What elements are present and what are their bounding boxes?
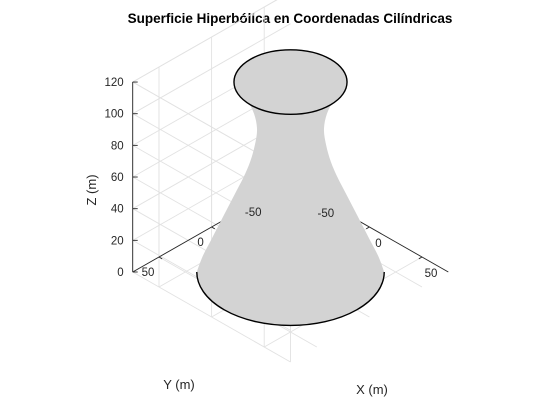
- box-top-edge: [132, 0, 278, 83]
- y-tick-label: 0: [197, 237, 203, 249]
- x-tick-label: 50: [425, 268, 438, 280]
- surface-body: [196, 82, 385, 326]
- z-tick-label: 60: [111, 172, 124, 184]
- y-axis-label: Y (m): [163, 377, 195, 392]
- x-tick-mark: [418, 256, 423, 260]
- tick-labels: -50 0 50 -50 0 50 0 20 40 60 80 100 120: [105, 77, 438, 280]
- z-tick-label: 20: [111, 235, 124, 247]
- top-rim: [233, 49, 348, 115]
- x-axis-label: X (m): [356, 382, 388, 397]
- y-tick-mark: [158, 256, 163, 260]
- y-tick-mark: [211, 226, 215, 230]
- chart-title: Superficie Hiperbólica en Coordenadas Ci…: [128, 11, 453, 26]
- x-tick-label: 0: [375, 238, 381, 250]
- y-tick-label: -50: [245, 207, 262, 219]
- hyperbolic-surface: [196, 49, 385, 327]
- x-tick-mark: [366, 226, 370, 230]
- y-tick-label: 50: [142, 267, 155, 279]
- z-tick-label: 120: [105, 77, 124, 89]
- z-axis-label: Z (m): [84, 174, 99, 205]
- z-tick-label: 100: [105, 109, 124, 121]
- x-tick-label: -50: [317, 208, 334, 220]
- z-tick-label: 80: [111, 140, 124, 152]
- base-rim: [196, 271, 385, 327]
- z-tick-label: 0: [117, 267, 123, 279]
- z-tick-label: 40: [111, 204, 124, 216]
